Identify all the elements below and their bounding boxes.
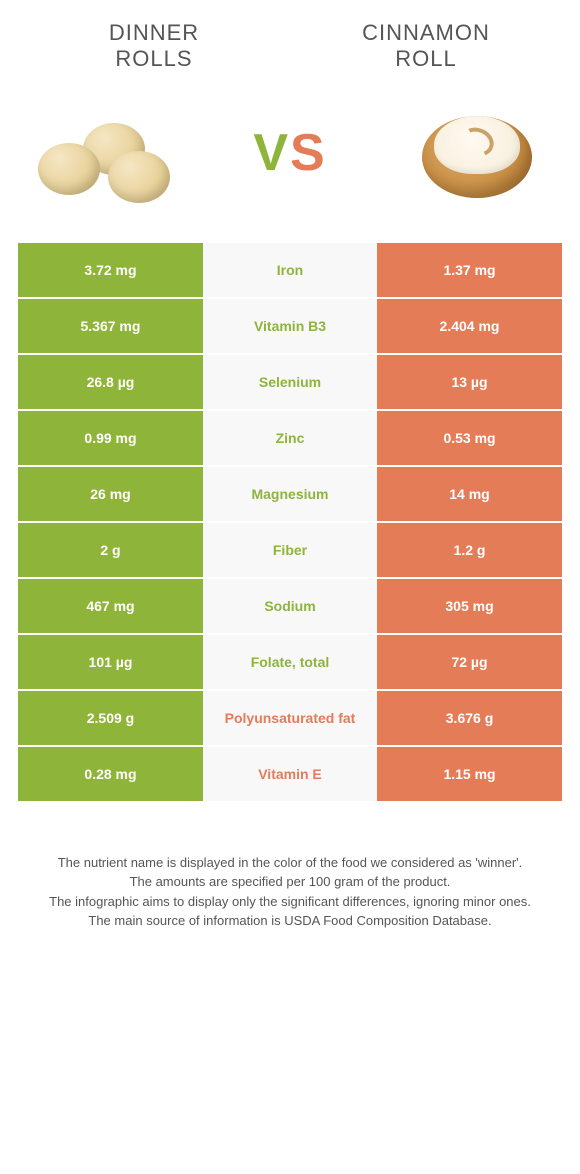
left-value: 26.8 µg xyxy=(18,355,203,409)
left-value: 0.99 mg xyxy=(18,411,203,465)
right-value: 2.404 mg xyxy=(377,299,562,353)
table-row: 0.28 mgVitamin E1.15 mg xyxy=(18,747,562,803)
right-value: 1.2 g xyxy=(377,523,562,577)
left-food-title: DINNER ROLLS xyxy=(45,20,263,73)
left-value: 2 g xyxy=(18,523,203,577)
footer-notes: The nutrient name is displayed in the co… xyxy=(18,853,562,931)
nutrient-name: Vitamin E xyxy=(203,747,377,801)
cinnamon-roll-image xyxy=(392,93,562,213)
dinner-rolls-image xyxy=(18,93,188,213)
table-row: 26 mgMagnesium14 mg xyxy=(18,467,562,523)
left-value: 467 mg xyxy=(18,579,203,633)
nutrient-name: Selenium xyxy=(203,355,377,409)
table-row: 5.367 mgVitamin B32.404 mg xyxy=(18,299,562,355)
right-value: 1.15 mg xyxy=(377,747,562,801)
right-value: 0.53 mg xyxy=(377,411,562,465)
footer-line: The main source of information is USDA F… xyxy=(28,911,552,931)
header: DINNER ROLLS CINNAMON ROLL xyxy=(18,20,562,73)
right-value: 72 µg xyxy=(377,635,562,689)
nutrient-name: Folate, total xyxy=(203,635,377,689)
nutrient-table: 3.72 mgIron1.37 mg5.367 mgVitamin B32.40… xyxy=(18,243,562,803)
footer-line: The amounts are specified per 100 gram o… xyxy=(28,872,552,892)
table-row: 26.8 µgSelenium13 µg xyxy=(18,355,562,411)
nutrient-name: Sodium xyxy=(203,579,377,633)
left-value: 3.72 mg xyxy=(18,243,203,297)
footer-line: The infographic aims to display only the… xyxy=(28,892,552,912)
left-value: 101 µg xyxy=(18,635,203,689)
left-title-line1: DINNER xyxy=(109,20,199,45)
left-value: 0.28 mg xyxy=(18,747,203,801)
left-title-line2: ROLLS xyxy=(115,46,192,71)
table-row: 467 mgSodium305 mg xyxy=(18,579,562,635)
table-row: 101 µgFolate, total72 µg xyxy=(18,635,562,691)
nutrient-name: Vitamin B3 xyxy=(203,299,377,353)
right-value: 14 mg xyxy=(377,467,562,521)
right-value: 13 µg xyxy=(377,355,562,409)
right-value: 3.676 g xyxy=(377,691,562,745)
nutrient-name: Fiber xyxy=(203,523,377,577)
left-value: 5.367 mg xyxy=(18,299,203,353)
right-food-title: CINNAMON ROLL xyxy=(317,20,535,73)
right-value: 1.37 mg xyxy=(377,243,562,297)
vs-s: S xyxy=(290,124,327,182)
vs-v: V xyxy=(253,124,290,182)
table-row: 0.99 mgZinc0.53 mg xyxy=(18,411,562,467)
table-row: 3.72 mgIron1.37 mg xyxy=(18,243,562,299)
footer-line: The nutrient name is displayed in the co… xyxy=(28,853,552,873)
nutrient-name: Zinc xyxy=(203,411,377,465)
nutrient-name: Iron xyxy=(203,243,377,297)
right-title-line1: CINNAMON xyxy=(362,20,490,45)
nutrient-name: Polyunsaturated fat xyxy=(203,691,377,745)
images-row: VS xyxy=(18,93,562,213)
right-value: 305 mg xyxy=(377,579,562,633)
table-row: 2.509 gPolyunsaturated fat3.676 g xyxy=(18,691,562,747)
nutrient-name: Magnesium xyxy=(203,467,377,521)
right-title-line2: ROLL xyxy=(395,46,456,71)
left-value: 2.509 g xyxy=(18,691,203,745)
vs-label: VS xyxy=(253,123,326,183)
infographic-container: DINNER ROLLS CINNAMON ROLL VS 3.72 m xyxy=(0,0,580,951)
left-value: 26 mg xyxy=(18,467,203,521)
table-row: 2 gFiber1.2 g xyxy=(18,523,562,579)
